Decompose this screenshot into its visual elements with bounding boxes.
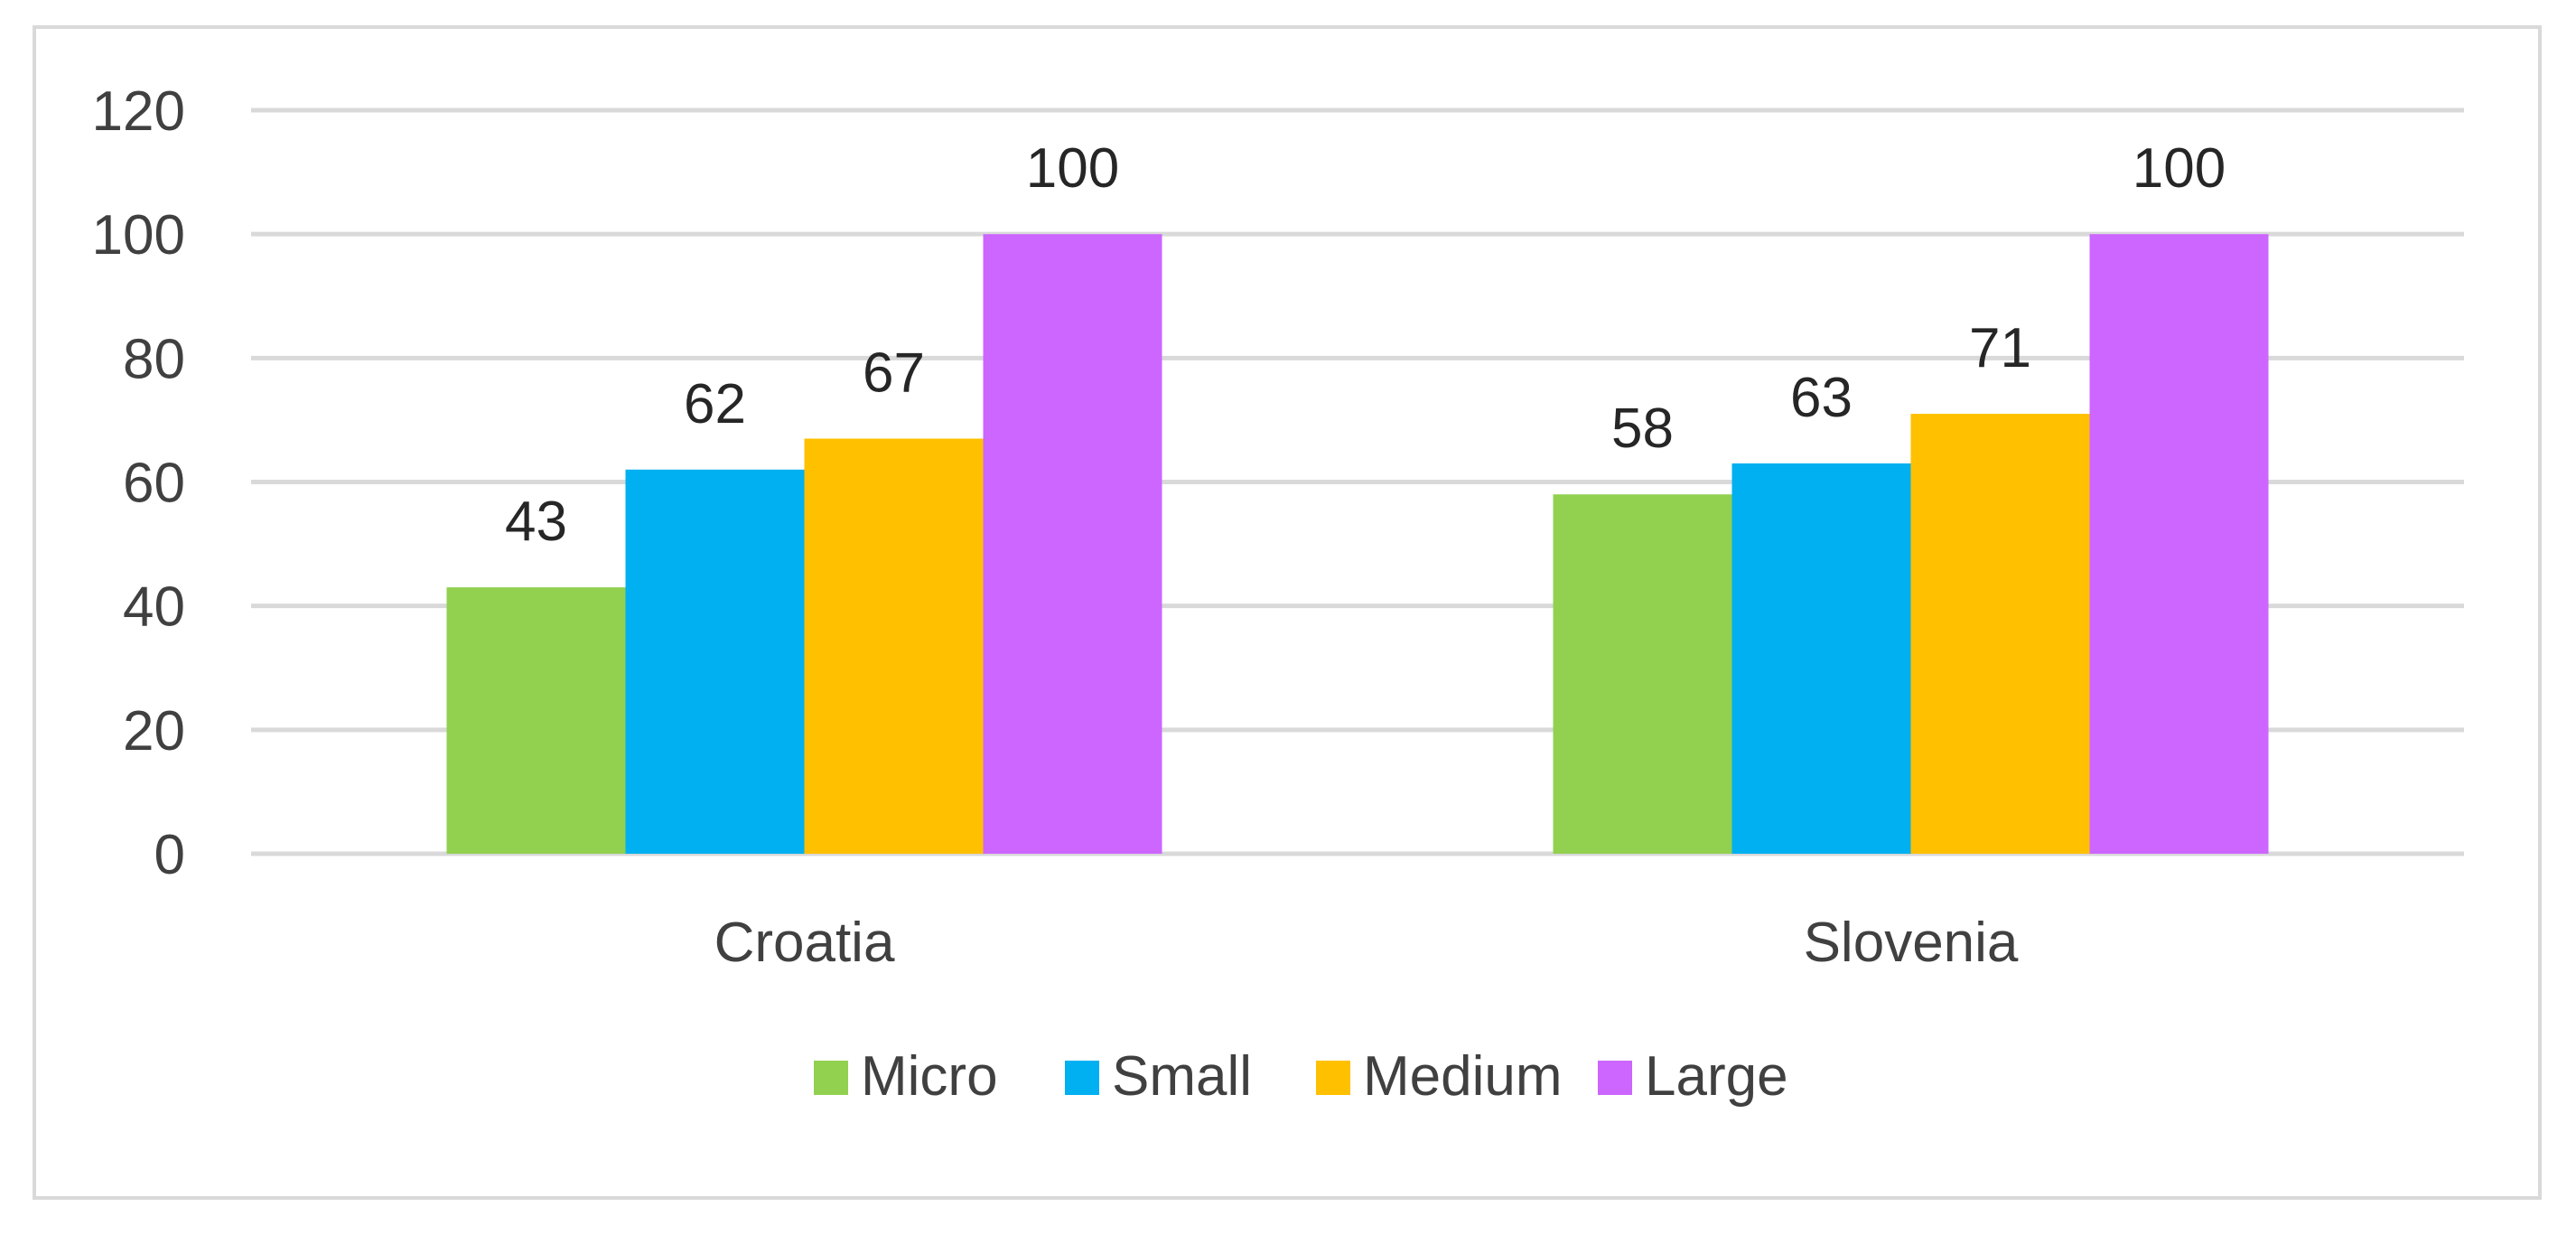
legend-item-micro: Micro	[814, 1045, 998, 1108]
legend-swatch	[1316, 1061, 1350, 1095]
legend-label: Small	[1112, 1045, 1252, 1108]
data-label: 62	[684, 373, 746, 435]
bar-large-slovenia	[2089, 234, 2269, 855]
x-axis-category-labels: Croatia Slovenia	[714, 912, 2019, 974]
y-tick-label: 20	[123, 700, 185, 763]
x-category-label: Slovenia	[1804, 912, 2019, 974]
data-label: 67	[863, 341, 925, 404]
bar-small-slovenia	[1731, 463, 1911, 854]
bar-medium-croatia	[804, 438, 984, 854]
y-tick-label: 120	[92, 80, 185, 143]
data-label: 58	[1611, 398, 1674, 460]
y-tick-label: 80	[123, 328, 185, 390]
data-label: 63	[1790, 367, 1853, 429]
y-tick-label: 100	[92, 204, 185, 267]
legend-swatch	[1065, 1061, 1099, 1095]
legend-label: Micro	[861, 1045, 998, 1108]
y-tick-label: 40	[123, 576, 185, 639]
y-tick-label: 0	[154, 824, 185, 886]
legend-label: Large	[1645, 1045, 1788, 1108]
data-label: 43	[505, 491, 567, 553]
bars	[446, 234, 2269, 855]
data-labels: 43 62 67 100 58 63 71 100	[505, 137, 2226, 553]
legend: Micro Small Medium Large	[814, 1045, 1788, 1108]
data-label: 100	[2133, 137, 2226, 200]
bar-small-croatia	[625, 469, 805, 854]
legend-item-large: Large	[1598, 1045, 1788, 1108]
data-label: 71	[1969, 317, 2031, 379]
y-axis-tick-labels: 0 20 40 60 80 100 120	[92, 80, 185, 886]
y-tick-label: 60	[123, 453, 185, 515]
bar-large-croatia	[983, 234, 1162, 855]
legend-label: Medium	[1363, 1045, 1563, 1108]
legend-item-medium: Medium	[1316, 1045, 1563, 1108]
x-category-label: Croatia	[714, 912, 895, 974]
legend-item-small: Small	[1065, 1045, 1252, 1108]
bar-micro-slovenia	[1553, 494, 1732, 854]
legend-swatch	[814, 1061, 848, 1095]
bar-micro-croatia	[446, 587, 626, 854]
bar-medium-slovenia	[1910, 414, 2090, 854]
data-label: 100	[1026, 137, 1119, 200]
legend-swatch	[1598, 1061, 1632, 1095]
